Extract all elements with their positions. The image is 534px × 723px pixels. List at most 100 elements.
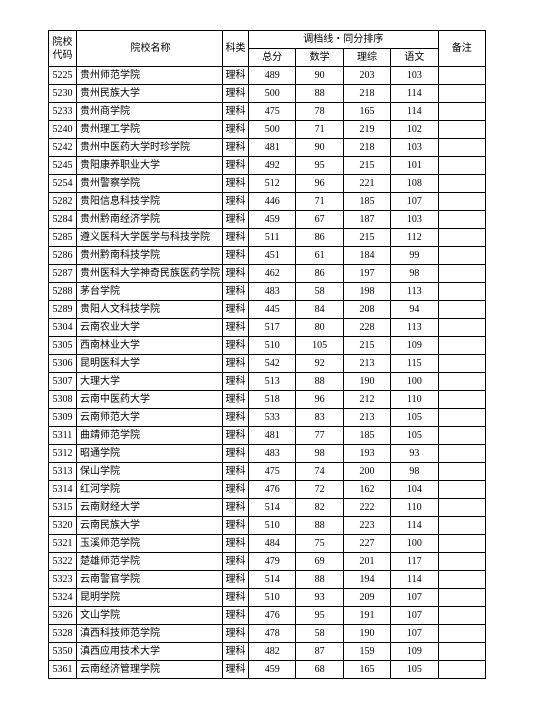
cell-remark xyxy=(438,175,485,193)
cell-remark xyxy=(438,139,485,157)
table-row: 5312昭通学院理科4839819393 xyxy=(49,445,486,463)
cell-sci: 208 xyxy=(343,301,390,319)
cell-total: 513 xyxy=(249,373,296,391)
cell-chinese: 103 xyxy=(391,211,438,229)
cell-subject: 理科 xyxy=(223,67,249,85)
cell-name: 红河学院 xyxy=(77,481,223,499)
cell-name: 云南财经大学 xyxy=(77,499,223,517)
cell-subject: 理科 xyxy=(223,121,249,139)
cell-total: 489 xyxy=(249,67,296,85)
cell-code: 5285 xyxy=(49,229,77,247)
cell-chinese: 110 xyxy=(391,391,438,409)
cell-remark xyxy=(438,157,485,175)
cell-sci: 219 xyxy=(343,121,390,139)
table-row: 5286贵州黔南科技学院理科4516118499 xyxy=(49,247,486,265)
cell-chinese: 114 xyxy=(391,517,438,535)
cell-sci: 162 xyxy=(343,481,390,499)
cell-code: 5233 xyxy=(49,103,77,121)
cell-code: 5309 xyxy=(49,409,77,427)
cell-sci: 159 xyxy=(343,643,390,661)
cell-total: 476 xyxy=(249,481,296,499)
cell-total: 511 xyxy=(249,229,296,247)
cell-math: 74 xyxy=(296,463,343,481)
cell-subject: 理科 xyxy=(223,157,249,175)
cell-chinese: 105 xyxy=(391,409,438,427)
header-chinese: 语文 xyxy=(391,49,438,67)
cell-chinese: 98 xyxy=(391,463,438,481)
table-row: 5288茅台学院理科48358198113 xyxy=(49,283,486,301)
cell-total: 478 xyxy=(249,625,296,643)
cell-chinese: 103 xyxy=(391,67,438,85)
cell-total: 512 xyxy=(249,175,296,193)
table-row: 5230贵州民族大学理科50088218114 xyxy=(49,85,486,103)
cell-math: 98 xyxy=(296,445,343,463)
cell-sci: 197 xyxy=(343,265,390,283)
cell-math: 71 xyxy=(296,121,343,139)
cell-math: 58 xyxy=(296,283,343,301)
cell-subject: 理科 xyxy=(223,337,249,355)
cell-remark xyxy=(438,625,485,643)
cell-name: 贵州理工学院 xyxy=(77,121,223,139)
cell-math: 86 xyxy=(296,229,343,247)
cell-remark xyxy=(438,409,485,427)
cell-code: 5286 xyxy=(49,247,77,265)
table-row: 5350滇西应用技术大学理科48287159109 xyxy=(49,643,486,661)
cell-math: 96 xyxy=(296,175,343,193)
cell-name: 遵义医科大学医学与科技学院 xyxy=(77,229,223,247)
cell-name: 云南民族大学 xyxy=(77,517,223,535)
cell-remark xyxy=(438,427,485,445)
cell-total: 517 xyxy=(249,319,296,337)
cell-sci: 198 xyxy=(343,283,390,301)
cell-math: 88 xyxy=(296,373,343,391)
cell-chinese: 105 xyxy=(391,661,438,679)
cell-remark xyxy=(438,85,485,103)
cell-chinese: 94 xyxy=(391,301,438,319)
cell-math: 93 xyxy=(296,589,343,607)
cell-name: 贵州民族大学 xyxy=(77,85,223,103)
cell-chinese: 114 xyxy=(391,85,438,103)
cell-chinese: 114 xyxy=(391,103,438,121)
cell-sci: 184 xyxy=(343,247,390,265)
header-code: 院校代码 xyxy=(49,31,77,67)
cell-chinese: 114 xyxy=(391,571,438,589)
cell-total: 510 xyxy=(249,337,296,355)
cell-subject: 理科 xyxy=(223,661,249,679)
table-row: 5311曲靖师范学院理科48177185105 xyxy=(49,427,486,445)
cell-sci: 193 xyxy=(343,445,390,463)
cell-total: 479 xyxy=(249,553,296,571)
cell-name: 贵阳信息科技学院 xyxy=(77,193,223,211)
cell-total: 446 xyxy=(249,193,296,211)
cell-name: 玉溪师范学院 xyxy=(77,535,223,553)
header-subject: 科类 xyxy=(223,31,249,67)
cell-sci: 213 xyxy=(343,409,390,427)
cell-chinese: 110 xyxy=(391,499,438,517)
table-row: 5240贵州理工学院理科50071219102 xyxy=(49,121,486,139)
cell-subject: 理科 xyxy=(223,607,249,625)
cell-total: 459 xyxy=(249,661,296,679)
cell-sci: 212 xyxy=(343,391,390,409)
cell-sci: 194 xyxy=(343,571,390,589)
table-row: 5315云南财经大学理科51482222110 xyxy=(49,499,486,517)
cell-math: 95 xyxy=(296,607,343,625)
header-name: 院校名称 xyxy=(77,31,223,67)
cell-sci: 215 xyxy=(343,157,390,175)
cell-subject: 理科 xyxy=(223,571,249,589)
cell-name: 云南警官学院 xyxy=(77,571,223,589)
cell-remark xyxy=(438,211,485,229)
cell-subject: 理科 xyxy=(223,193,249,211)
cell-name: 文山学院 xyxy=(77,607,223,625)
cell-chinese: 109 xyxy=(391,643,438,661)
cell-name: 贵州黔南经济学院 xyxy=(77,211,223,229)
cell-code: 5306 xyxy=(49,355,77,373)
cell-remark xyxy=(438,355,485,373)
cell-sci: 165 xyxy=(343,661,390,679)
cell-math: 88 xyxy=(296,571,343,589)
cell-remark xyxy=(438,571,485,589)
cell-code: 5312 xyxy=(49,445,77,463)
cell-total: 445 xyxy=(249,301,296,319)
table-row: 5328滇西科技师范学院理科47858190107 xyxy=(49,625,486,643)
cell-subject: 理科 xyxy=(223,409,249,427)
cell-name: 昭通学院 xyxy=(77,445,223,463)
table-row: 5287贵州医科大学神奇民族医药学院理科4628619798 xyxy=(49,265,486,283)
cell-remark xyxy=(438,391,485,409)
